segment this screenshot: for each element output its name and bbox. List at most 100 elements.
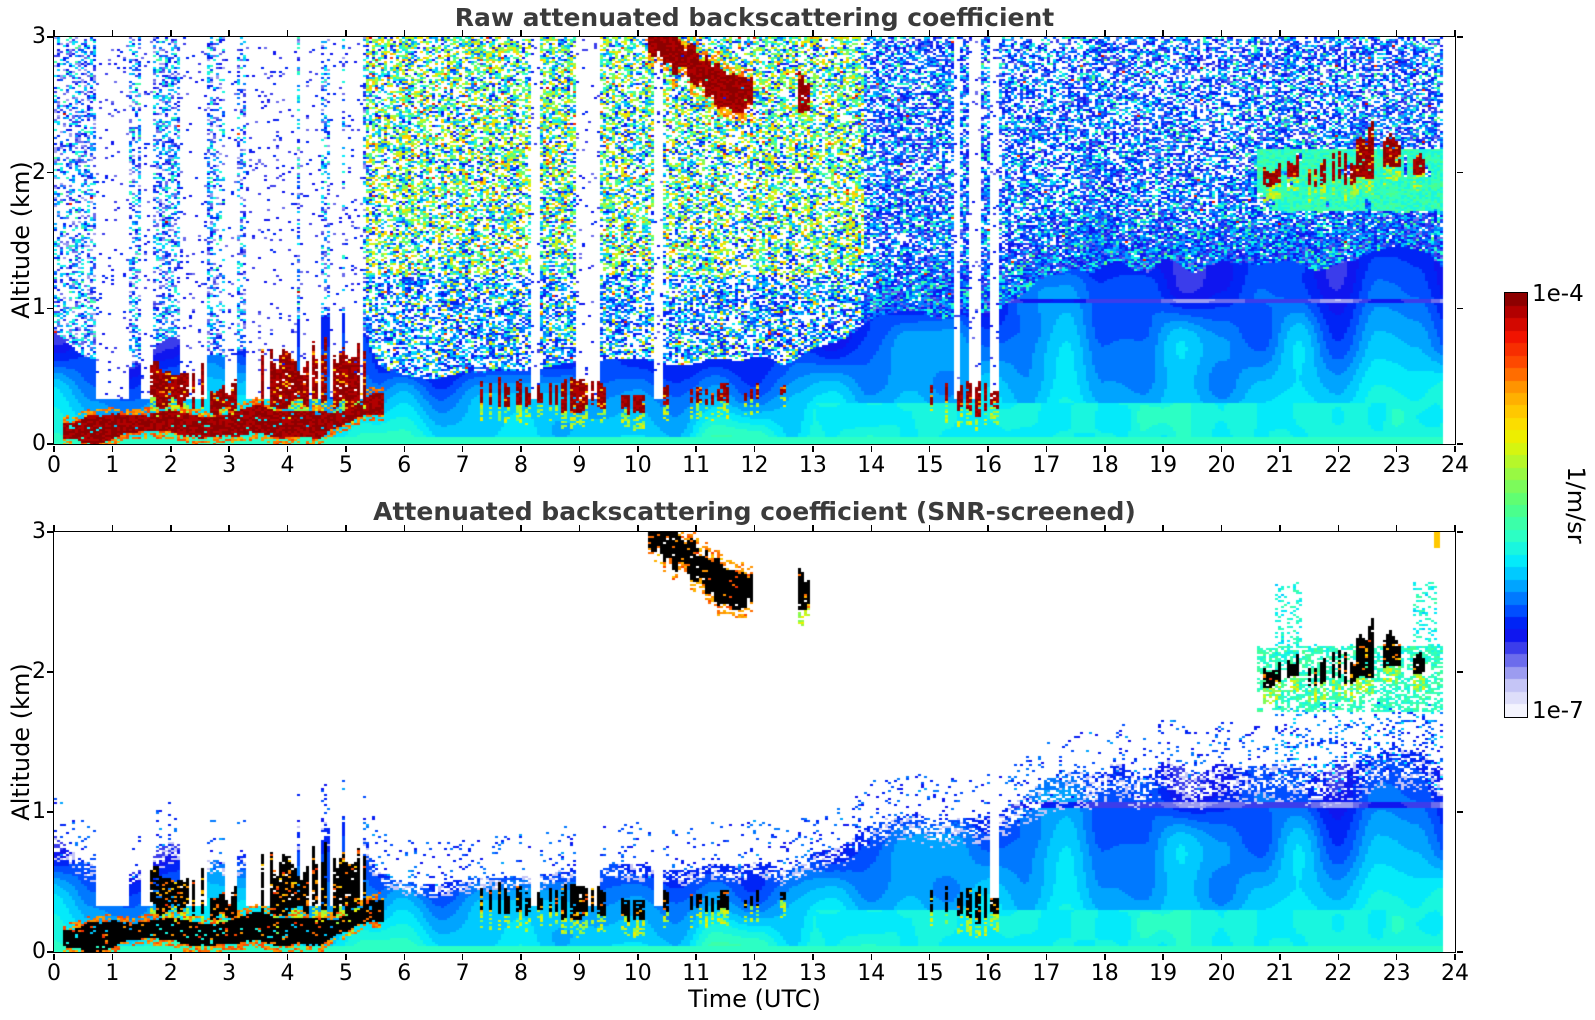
x-tick [1395, 29, 1398, 36]
y-tick-label: 1 [32, 799, 46, 824]
x-tick-label: 19 [1149, 453, 1178, 478]
x-tick-label: 5 [338, 961, 353, 986]
x-tick [1395, 445, 1398, 452]
x-tick [1279, 445, 1281, 452]
x-tick [812, 953, 814, 960]
x-tick [170, 29, 172, 36]
x-tick [1104, 524, 1106, 531]
y-tick-label: 0 [32, 431, 46, 456]
x-tick-label: 17 [1032, 453, 1061, 478]
x-tick [1279, 29, 1281, 36]
x-tick [1337, 29, 1339, 36]
x-tick-label: 23 [1382, 453, 1411, 478]
y-tick [46, 171, 53, 174]
x-tick [111, 29, 114, 36]
x-tick [870, 524, 872, 531]
x-tick-label: 22 [1324, 453, 1353, 478]
y-tick [46, 36, 53, 38]
screened-heatmap [52, 530, 1456, 953]
x-tick [812, 29, 814, 36]
x-tick [1454, 29, 1456, 36]
x-tick-label: 9 [572, 961, 587, 986]
x-tick-label: 4 [280, 961, 295, 986]
x-tick [286, 445, 289, 452]
x-tick [928, 524, 931, 531]
x-tick [53, 953, 55, 960]
x-tick [461, 953, 464, 960]
x-tick [1454, 445, 1456, 452]
x-tick [637, 524, 639, 531]
x-tick [170, 524, 172, 531]
x-tick [695, 445, 697, 452]
x-tick [1337, 953, 1339, 960]
x-tick-label: 4 [280, 453, 295, 478]
y-tick-label: 2 [32, 659, 46, 684]
x-tick-label: 7 [455, 961, 470, 986]
x-tick-label: 7 [455, 453, 470, 478]
x-tick [578, 29, 581, 36]
x-tick [403, 953, 405, 960]
x-tick [111, 524, 114, 531]
x-tick [345, 29, 347, 36]
x-tick [1395, 953, 1398, 960]
x-tick [170, 953, 172, 960]
x-tick [461, 445, 464, 452]
x-tick-label: 19 [1149, 961, 1178, 986]
y-tick [1456, 951, 1463, 953]
x-tick-label: 11 [682, 453, 711, 478]
x-tick [578, 524, 581, 531]
x-tick [520, 29, 522, 36]
y-tick [1456, 307, 1463, 310]
x-tick-label: 0 [47, 961, 61, 986]
x-tick-label: 10 [623, 961, 652, 986]
x-tick [695, 29, 697, 36]
x-tick [520, 445, 522, 452]
y-tick [1456, 531, 1463, 533]
x-tick [578, 445, 581, 452]
x-tick [286, 953, 289, 960]
y-tick [1456, 811, 1463, 813]
x-tick-label: 14 [857, 453, 886, 478]
x-tick-label: 2 [163, 961, 178, 986]
x-tick [987, 524, 989, 531]
colorbar-unit-label: 1/m/sr [1562, 466, 1590, 544]
y-tick-label: 3 [32, 24, 46, 49]
x-tick [1279, 953, 1281, 960]
x-tick [228, 29, 230, 36]
x-tick [637, 29, 639, 36]
y-tick [1456, 671, 1463, 673]
x-tick-label: 20 [1207, 961, 1236, 986]
x-tick [753, 445, 756, 452]
x-tick [695, 953, 697, 960]
x-tick [1454, 953, 1456, 960]
x-tick-label: 13 [798, 961, 827, 986]
x-tick [345, 953, 347, 960]
x-tick [987, 445, 989, 452]
x-tick [345, 445, 347, 452]
x-tick [695, 524, 697, 531]
y-tick [1456, 443, 1463, 445]
x-tick [53, 524, 55, 531]
x-tick [170, 445, 172, 452]
x-tick [1279, 524, 1281, 531]
x-tick-label: 1 [105, 961, 120, 986]
x-tick [870, 29, 872, 36]
y-tick [46, 307, 53, 310]
x-tick-label: 12 [740, 453, 769, 478]
x-tick [228, 445, 230, 452]
x-tick-label: 18 [1090, 961, 1119, 986]
x-tick-label: 15 [915, 961, 944, 986]
x-tick-label: 24 [1441, 961, 1469, 986]
x-tick [1454, 524, 1456, 531]
x-tick [1104, 953, 1106, 960]
y-tick-label: 1 [32, 295, 46, 321]
y-tick [1456, 36, 1463, 38]
x-tick-label: 24 [1441, 453, 1469, 478]
raw-panel-title: Raw attenuated backscattering coefficien… [454, 3, 1055, 32]
x-tick-label: 20 [1207, 453, 1236, 478]
x-tick [111, 953, 114, 960]
x-tick [111, 445, 114, 452]
x-tick [928, 29, 931, 36]
x-tick [403, 29, 405, 36]
x-tick [1045, 953, 1048, 960]
